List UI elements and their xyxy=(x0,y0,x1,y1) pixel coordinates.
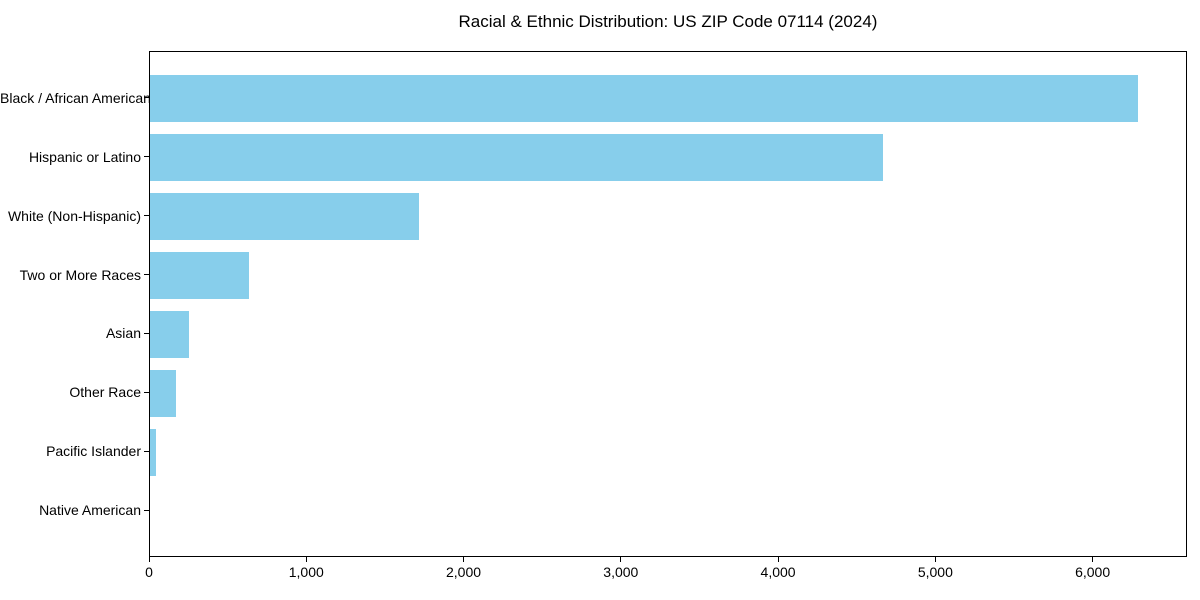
x-axis-tick xyxy=(148,557,150,562)
plot-area xyxy=(149,51,1187,557)
x-axis-tick-label: 6,000 xyxy=(1075,564,1111,580)
x-axis-tick-label: 4,000 xyxy=(760,564,796,580)
x-axis-tick xyxy=(777,557,779,562)
x-axis-tick-label: 0 xyxy=(145,564,153,580)
y-axis-tick xyxy=(144,215,149,217)
y-axis-tick xyxy=(144,391,149,393)
bar xyxy=(150,428,157,477)
bar xyxy=(150,75,1138,123)
y-axis-tick xyxy=(144,97,149,99)
y-axis-tick xyxy=(144,450,149,452)
y-axis-tick xyxy=(144,332,149,334)
x-axis-tick-label: 3,000 xyxy=(603,564,639,580)
x-axis-tick xyxy=(934,557,936,562)
y-axis-label: Native American xyxy=(39,502,141,519)
x-axis-tick xyxy=(620,557,622,562)
y-axis-tick xyxy=(144,156,149,158)
x-axis-tick xyxy=(463,557,465,562)
x-axis-tick-label: 5,000 xyxy=(917,564,953,580)
x-axis-tick xyxy=(305,557,307,562)
bar xyxy=(150,369,176,418)
bar xyxy=(150,251,250,300)
bar xyxy=(150,310,190,359)
y-axis-tick xyxy=(144,509,149,511)
y-axis-label: Two or More Races xyxy=(19,266,141,283)
y-axis-label: Hispanic or Latino xyxy=(28,148,141,165)
y-axis-label: White (Non-Hispanic) xyxy=(7,207,141,224)
bar xyxy=(150,192,419,241)
bar xyxy=(150,133,883,182)
x-axis-tick-label: 1,000 xyxy=(288,564,324,580)
chart-title: Racial & Ethnic Distribution: US ZIP Cod… xyxy=(458,12,878,31)
x-axis-tick-label: 2,000 xyxy=(446,564,482,580)
x-axis-tick xyxy=(1092,557,1094,562)
y-axis-label: Pacific Islander xyxy=(46,443,141,460)
y-axis-label: Other Race xyxy=(69,384,141,401)
y-axis-label: Asian xyxy=(105,325,141,342)
y-axis-tick xyxy=(144,274,149,275)
y-axis-label: Black / African American xyxy=(0,89,151,106)
